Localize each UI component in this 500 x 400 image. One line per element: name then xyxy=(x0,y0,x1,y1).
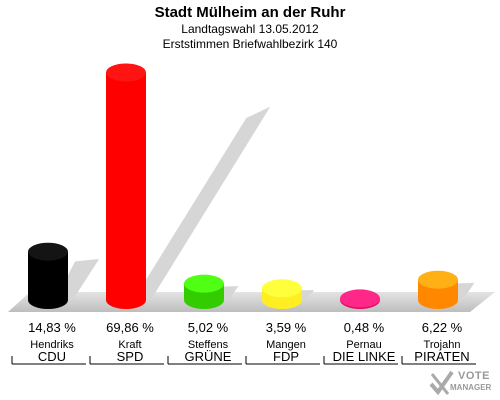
bar-die-linke xyxy=(340,289,380,309)
value-label: 5,02 % xyxy=(188,320,229,335)
party-label: CDU xyxy=(38,349,66,364)
vote-manager-logo: VOTE MANAGER xyxy=(428,368,498,398)
candidate-label: Kraft xyxy=(118,339,141,351)
candidate-label: Trojahn xyxy=(424,339,461,351)
bar-top xyxy=(262,279,302,298)
candidate-label: Pernau xyxy=(346,339,381,351)
checkmark-x-icon xyxy=(429,370,454,396)
bars xyxy=(28,63,458,310)
bar-grüne xyxy=(184,274,224,309)
party-label: DIE LINKE xyxy=(333,349,396,364)
candidate-label: Mangen xyxy=(266,339,306,351)
logo-line-2: MANAGER xyxy=(450,383,492,392)
chart-title: Stadt Mülheim an der Ruhr xyxy=(154,4,346,21)
chart-subtitle: Landtagswahl 13.05.2012 xyxy=(181,22,319,36)
value-label: 6,22 % xyxy=(422,320,463,335)
value-label: 3,59 % xyxy=(266,320,307,335)
party-label: FDP xyxy=(273,349,299,364)
bar-cdu xyxy=(28,242,68,309)
bar-spd xyxy=(106,63,146,310)
value-label: 0,48 % xyxy=(344,320,385,335)
bar-body xyxy=(106,72,146,310)
value-label: 69,86 % xyxy=(106,320,154,335)
logo-line-1: VOTE xyxy=(458,370,490,382)
bar-top xyxy=(340,289,380,308)
bar-fdp xyxy=(262,279,302,309)
bar-top xyxy=(28,242,68,261)
bar-top xyxy=(184,274,224,293)
bar-shadow xyxy=(131,106,271,304)
party-label: GRÜNE xyxy=(185,349,232,364)
candidate-label: Hendriks xyxy=(30,339,74,351)
bar-piraten xyxy=(418,270,458,309)
title-block: Stadt Mülheim an der Ruhr Landtagswahl 1… xyxy=(0,0,500,52)
party-label: PIRATEN xyxy=(414,349,469,364)
bar-top xyxy=(106,63,146,82)
value-label: 14,83 % xyxy=(28,320,76,335)
chart-subtitle-2: Erststimmen Briefwahlbezirk 140 xyxy=(162,37,338,51)
bar-top xyxy=(418,270,458,289)
bar-body xyxy=(28,251,68,309)
candidate-label: Steffens xyxy=(188,339,229,351)
party-label: SPD xyxy=(117,349,144,364)
